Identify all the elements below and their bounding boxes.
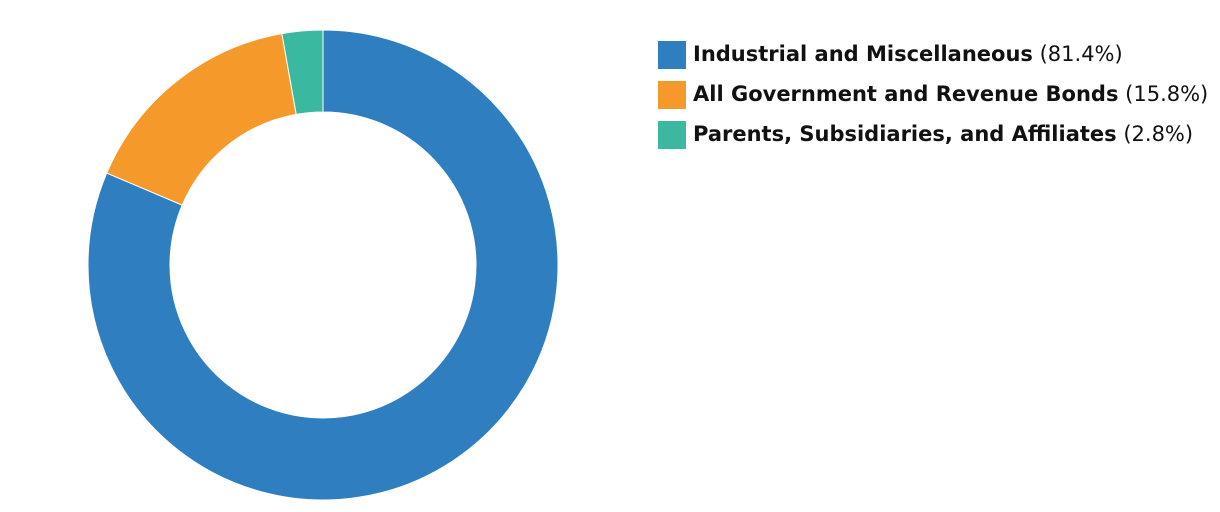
- legend-swatch: [658, 81, 686, 109]
- legend-value: (2.8%): [1123, 122, 1193, 146]
- legend-value: (81.4%): [1040, 42, 1123, 66]
- donut-slice: [106, 33, 297, 206]
- donut-slice: [281, 29, 324, 115]
- legend-entry: Parents, Subsidiaries, and Affiliates (2…: [693, 122, 1193, 146]
- donut-slice: [87, 29, 559, 501]
- legend-label: All Government and Revenue Bonds: [693, 82, 1118, 106]
- legend-label: Parents, Subsidiaries, and Affiliates: [693, 122, 1117, 146]
- legend-entry: All Government and Revenue Bonds (15.8%): [693, 82, 1208, 106]
- legend-entry: Industrial and Miscellaneous (81.4%): [693, 42, 1123, 66]
- legend-swatch: [658, 41, 686, 69]
- legend-swatch: [658, 121, 686, 149]
- legend-value: (15.8%): [1125, 82, 1208, 106]
- legend-label: Industrial and Miscellaneous: [693, 42, 1033, 66]
